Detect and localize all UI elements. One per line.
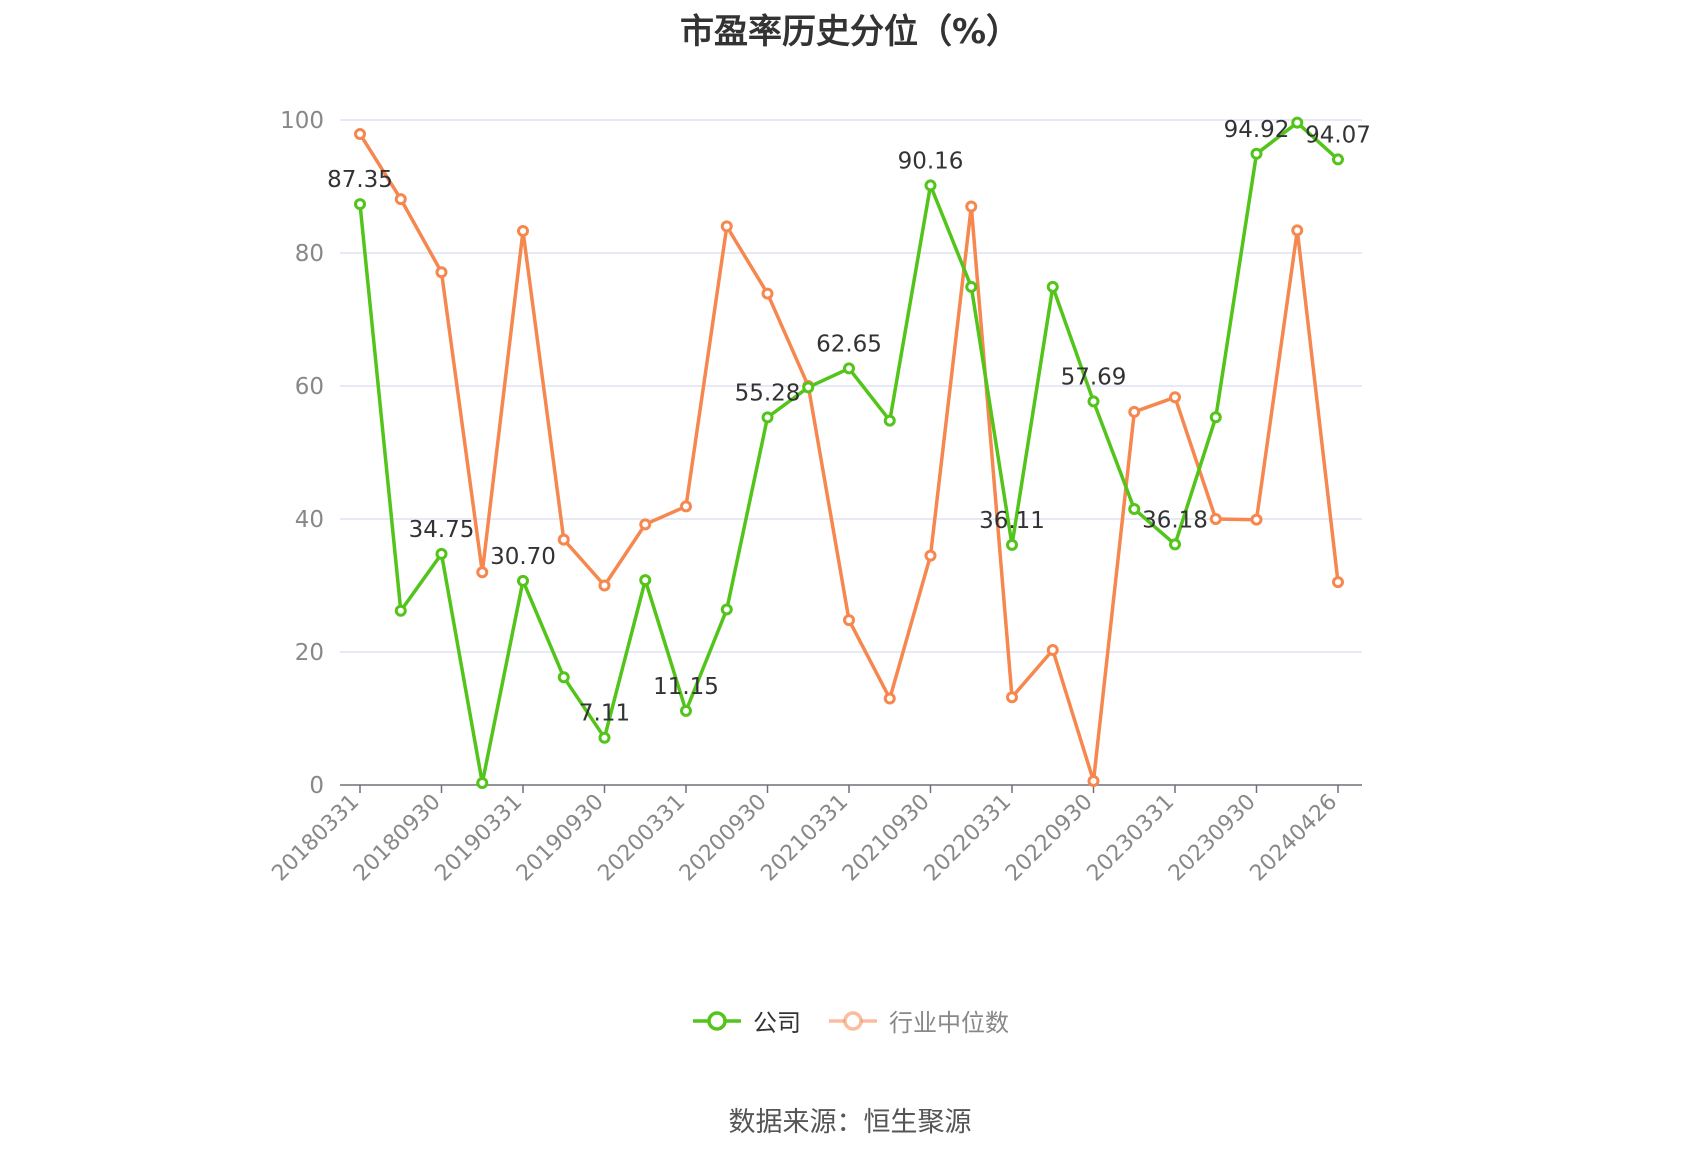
data-point (1169, 538, 1181, 551)
series-line (358, 133, 1340, 783)
data-point (394, 604, 407, 617)
x-tick-label: 20200331 (593, 790, 690, 887)
data-point (1332, 576, 1344, 589)
x-tick-label: 20220331 (919, 790, 1016, 887)
data-point (476, 777, 489, 790)
legend-marker-icon (693, 1010, 741, 1031)
series-lines (354, 116, 1344, 790)
data-label: 87.35 (327, 167, 393, 193)
data-point (720, 603, 733, 616)
x-tick-label: 20240426 (1245, 790, 1342, 887)
legend-label: 公司 (753, 1009, 801, 1037)
data-point (557, 533, 570, 546)
x-tick-label: 20180930 (349, 790, 446, 887)
grid-lines (340, 119, 1362, 653)
data-point (354, 127, 366, 140)
data-point (517, 225, 529, 238)
data-point (1006, 691, 1018, 704)
data-point (435, 547, 448, 560)
data-label: 34.75 (409, 517, 475, 543)
data-point (924, 549, 937, 562)
x-tick-label: 20190331 (430, 790, 527, 887)
data-point (680, 704, 692, 717)
data-point (1291, 224, 1304, 237)
data-point (435, 266, 448, 279)
data-point (843, 614, 855, 627)
data-point (1046, 644, 1059, 657)
data-point (965, 200, 978, 213)
data-point (883, 414, 896, 427)
data-point (598, 579, 611, 592)
data-point (1209, 513, 1222, 525)
x-tick-label: 20230331 (1082, 790, 1179, 887)
data-point (476, 566, 489, 579)
data-point (680, 500, 692, 513)
source-note: 数据来源：恒生聚源 (728, 1107, 972, 1138)
data-label: 90.16 (898, 148, 964, 174)
x-tick-label: 20220930 (1001, 790, 1098, 887)
data-point (1128, 503, 1141, 516)
legend-marker-icon (829, 1010, 877, 1031)
data-point (517, 574, 529, 587)
data-label: 62.65 (816, 331, 882, 357)
data-point (1250, 147, 1263, 160)
data-label: 94.07 (1305, 122, 1371, 148)
data-point (354, 198, 366, 211)
data-label: 55.28 (735, 380, 801, 406)
data-point (639, 518, 652, 531)
y-tick-label: 40 (295, 507, 324, 533)
x-tick-label: 20210331 (756, 790, 853, 887)
axes: 0 20 40 60 80 100 2018033120180930201903312019… (267, 108, 1362, 886)
x-tick-label: 20200930 (675, 790, 772, 887)
data-point (924, 179, 937, 192)
data-point (1046, 280, 1059, 293)
chart-title: 市盈率历史分位（%） (679, 12, 1021, 52)
data-point (1209, 411, 1222, 424)
data-point (639, 574, 652, 587)
data-point (598, 731, 611, 744)
data-point (761, 411, 774, 424)
legend-item[interactable]: 行业中位数 (827, 1003, 1009, 1038)
data-label: 30.70 (490, 544, 556, 570)
data-label: 94.92 (1224, 117, 1290, 143)
data-point (394, 193, 407, 206)
x-tick-label: 20190930 (512, 790, 609, 887)
data-label: 7.11 (579, 701, 630, 727)
data-label: 11.15 (653, 674, 719, 700)
data-point (1250, 513, 1263, 526)
data-label: 57.69 (1061, 364, 1127, 390)
data-label: 36.11 (979, 508, 1045, 534)
data-point (1169, 391, 1181, 404)
x-tick-label: 20180331 (267, 790, 364, 887)
y-tick-label: 80 (295, 241, 324, 267)
data-point (1006, 538, 1018, 551)
data-point (802, 381, 815, 394)
legend: 公司 行业中位数 (0, 1003, 1700, 1038)
series-line (358, 120, 1340, 785)
data-point (883, 692, 896, 705)
x-tick-label: 20230930 (1164, 790, 1261, 887)
data-point (1128, 405, 1141, 418)
line-chart: 0 20 40 60 80 100 2018033120180930201903312019… (267, 108, 1371, 886)
data-point (965, 280, 978, 293)
data-label: 36.18 (1142, 507, 1208, 533)
x-tick-label: 20210930 (838, 790, 935, 887)
y-tick-label: 60 (295, 374, 324, 400)
legend-label: 行业中位数 (889, 1009, 1009, 1037)
data-point (1332, 153, 1344, 166)
data-point (720, 220, 733, 233)
legend-item[interactable]: 公司 (691, 1003, 801, 1038)
y-tick-label: 0 (309, 773, 324, 799)
data-point (1087, 775, 1100, 788)
data-point (1291, 116, 1304, 129)
data-point (557, 671, 570, 684)
data-point (843, 362, 855, 375)
data-point (1087, 395, 1100, 408)
data-point (761, 287, 774, 300)
y-tick-label: 100 (280, 108, 324, 134)
data-labels: 87.35 34.75 30.70 7.11 11.15 55.28 62.65 90.16 3… (327, 117, 1371, 727)
y-tick-label: 20 (295, 640, 324, 666)
